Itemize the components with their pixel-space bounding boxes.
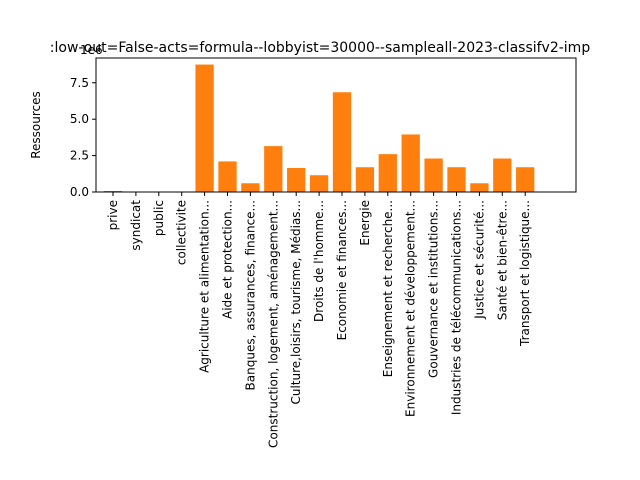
x-tick-label: Enseignement et recherche...	[381, 200, 395, 377]
bar-15	[424, 158, 443, 192]
x-tick-label: Economie et finances...	[335, 200, 349, 340]
bar-11	[332, 92, 352, 192]
x-axis-ticks: prive syndicat public collectivite Agricultu…	[106, 192, 532, 448]
plot-area-frame	[95, 57, 577, 193]
chart-title: :low-out=False-acts=formula--lobbyist=30…	[50, 40, 591, 56]
x-tick-label: collectivite	[175, 200, 189, 265]
y-axis-ticks: 0.0 2.5 5.0 7.5	[70, 76, 96, 199]
x-tick-label: Gouvernance et institutions...	[427, 200, 441, 378]
x-tick-label: Aide et protection...	[221, 200, 235, 319]
x-tick-label: syndicat	[129, 200, 143, 251]
bar-7	[241, 183, 260, 192]
x-tick-label: Construction, logement, aménagement...	[266, 200, 280, 448]
x-tick-label: public	[152, 200, 166, 236]
y-tick-label: 0.0	[70, 185, 89, 199]
x-tick-label: Transport et logistique...	[518, 200, 532, 347]
x-tick-label: Justice et sécurité...	[472, 200, 486, 320]
bars-group	[103, 64, 535, 192]
x-tick-label: Industries de télécommunications...	[450, 200, 464, 415]
y-axis-offset-label: 1e6	[80, 43, 103, 57]
x-tick-label: Droits de l'homme...	[312, 200, 326, 322]
x-tick-label: Environnement et développement...	[404, 200, 418, 417]
bar-12	[355, 167, 375, 192]
x-tick-label: Banques, assurances, finance...	[243, 200, 257, 390]
bar-10	[309, 175, 329, 192]
x-tick-label: Energie	[358, 200, 372, 246]
bar-5	[195, 64, 214, 192]
bar-14	[401, 134, 420, 192]
bar-13	[378, 154, 397, 192]
x-tick-label: Culture,loisirs, tourisme, Médias...	[289, 200, 303, 405]
bar-18	[493, 158, 512, 192]
bar-8	[264, 146, 283, 192]
y-tick-label: 2.5	[70, 149, 89, 163]
bar-9	[287, 167, 306, 192]
y-tick-label: 5.0	[70, 112, 89, 126]
x-tick-label: prive	[106, 200, 120, 230]
bar-19	[516, 167, 535, 192]
y-axis-label: Ressources	[29, 91, 43, 159]
bar-6	[218, 161, 237, 192]
y-tick-label: 7.5	[70, 76, 89, 90]
bar-17	[470, 183, 489, 192]
x-tick-label: Santé et bien-être...	[495, 200, 509, 320]
x-tick-label: Agriculture et alimentation...	[198, 200, 212, 373]
bar-16	[447, 167, 466, 192]
